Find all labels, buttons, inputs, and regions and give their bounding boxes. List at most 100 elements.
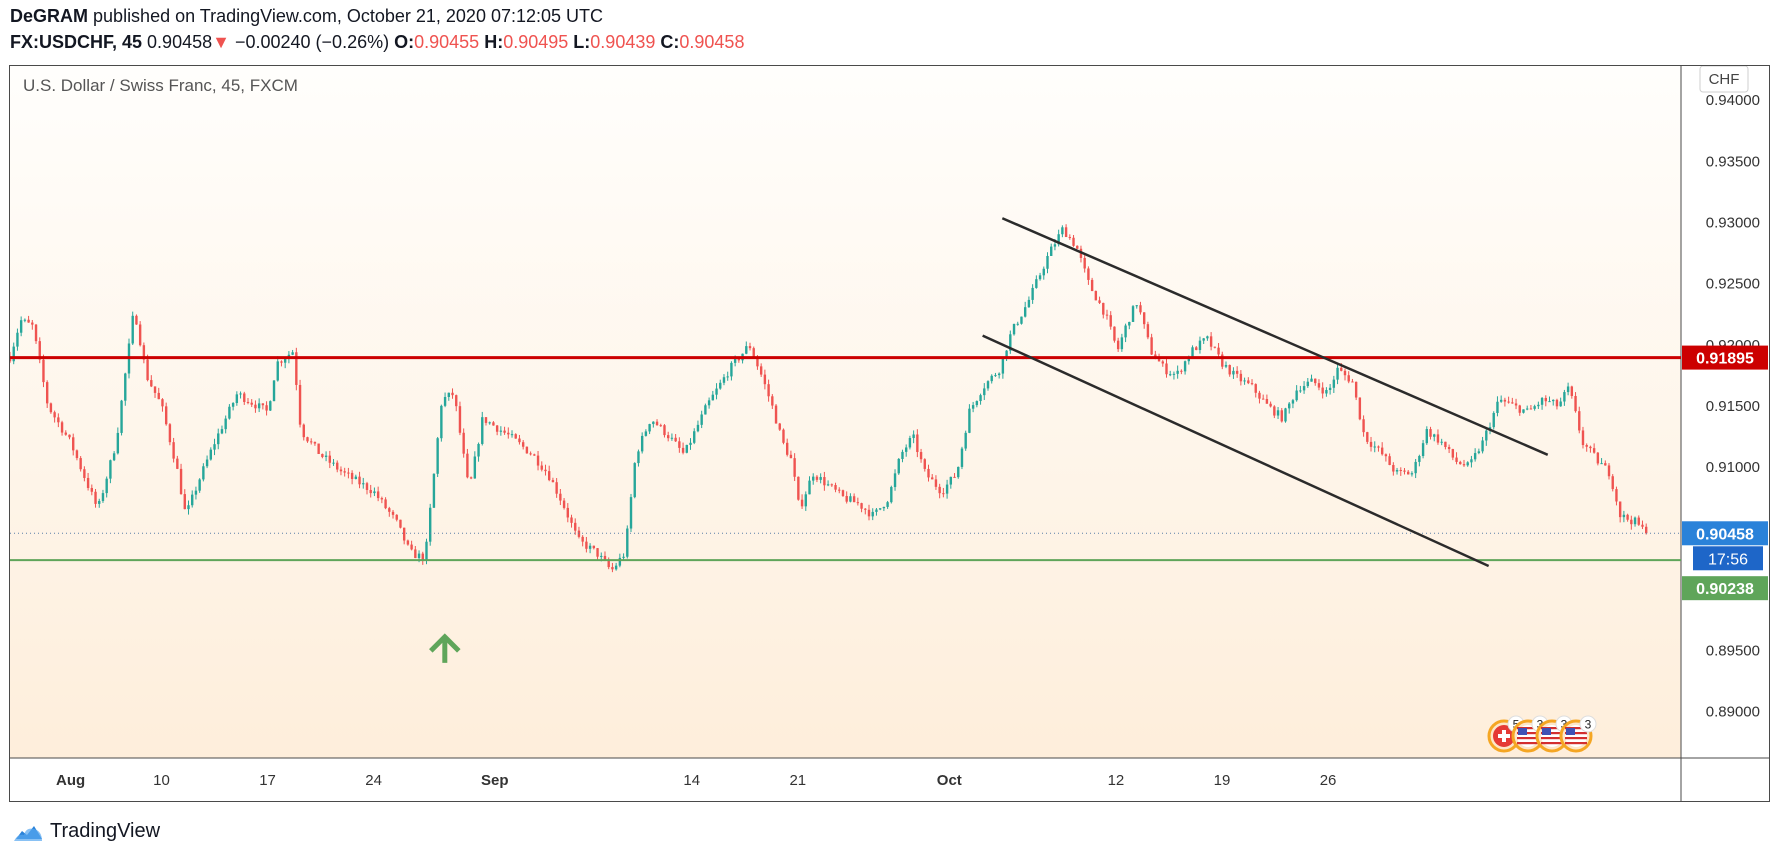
candle-body xyxy=(953,476,956,478)
candle-body xyxy=(1470,459,1473,463)
candle-body xyxy=(1031,287,1034,300)
candle-body xyxy=(826,484,830,486)
time-tick-label: 10 xyxy=(153,772,170,789)
candle-body xyxy=(131,315,134,344)
candle-body xyxy=(1038,275,1042,280)
candle-body xyxy=(1473,453,1477,460)
candle-body xyxy=(1407,471,1410,475)
candle-body xyxy=(1135,305,1138,307)
candle-body xyxy=(376,491,380,499)
candle-body xyxy=(1462,464,1466,466)
currency-badge[interactable] xyxy=(1699,66,1749,93)
candle-body xyxy=(488,422,491,424)
candle-body xyxy=(845,495,848,502)
time-axis[interactable]: Aug 10 17 24 Sep 14 21 Oct 12 19 26 xyxy=(56,772,1336,789)
flag-stripe xyxy=(1565,727,1587,730)
candle-body xyxy=(1128,321,1131,326)
high-value: 0.90495 xyxy=(503,32,569,52)
candle-body xyxy=(864,508,867,510)
candle-body xyxy=(477,443,480,457)
publish-info: DeGRAM published on TradingView.com, Oct… xyxy=(10,6,603,27)
candle-body xyxy=(875,509,878,512)
candle-body xyxy=(83,469,86,478)
candlestick-chart[interactable]: U.S. Dollar / Swiss Franc, 45, FXCM CHF … xyxy=(10,66,1769,801)
candle-body xyxy=(19,320,23,333)
candle-body xyxy=(1195,347,1198,351)
candle-body xyxy=(1366,432,1369,442)
candle-body xyxy=(198,479,201,491)
flag-stripe xyxy=(1517,732,1539,735)
flag-canton xyxy=(1542,728,1551,735)
candle-body xyxy=(161,399,164,407)
candle-body xyxy=(462,432,465,454)
candle-body xyxy=(1012,323,1016,335)
candle-body xyxy=(1395,470,1399,472)
candle-body xyxy=(1083,257,1086,269)
candle-body xyxy=(1325,389,1328,394)
support-price-label: 0.90238 xyxy=(1696,581,1754,598)
candle-body xyxy=(49,403,53,413)
candle-body xyxy=(1477,451,1481,454)
candle-body xyxy=(1410,473,1414,475)
candle-body xyxy=(1533,406,1536,409)
candle-body xyxy=(1314,378,1317,384)
candle-body xyxy=(1288,403,1291,409)
tradingview-logo[interactable]: TradingView xyxy=(12,820,160,843)
candle-body xyxy=(1589,446,1592,449)
candle-body xyxy=(834,485,837,490)
candle-body xyxy=(1503,399,1507,402)
candle-body xyxy=(339,469,343,472)
candle-body xyxy=(72,437,75,451)
candle-body xyxy=(1094,291,1098,301)
candle-body xyxy=(313,441,317,444)
candle-body xyxy=(481,417,484,444)
flag-stripe xyxy=(1517,727,1539,730)
candle-body xyxy=(336,462,339,470)
candle-body xyxy=(551,480,555,483)
candle-body xyxy=(1604,463,1607,466)
candle-body xyxy=(205,459,209,467)
candle-body xyxy=(27,319,30,323)
candle-body xyxy=(867,509,871,517)
candle-body xyxy=(1455,457,1458,462)
candle-body xyxy=(1198,340,1202,351)
candle-body xyxy=(759,366,763,375)
candle-body xyxy=(1228,365,1231,375)
candle-body xyxy=(388,508,391,512)
candle-body xyxy=(187,505,190,510)
candle-body xyxy=(1247,380,1250,384)
candle-body xyxy=(116,432,120,454)
candle-body xyxy=(1302,386,1306,391)
candle-body xyxy=(455,395,458,407)
candle-body xyxy=(693,431,696,443)
candle-body xyxy=(23,319,27,321)
candle-body xyxy=(596,548,599,557)
candle-body xyxy=(298,384,302,425)
author-name[interactable]: DeGRAM xyxy=(10,6,89,26)
candle-body xyxy=(1440,441,1443,443)
price-tick-label: 0.94000 xyxy=(1706,92,1760,109)
candle-body xyxy=(246,401,250,403)
candle-body xyxy=(1526,408,1529,410)
candle-body xyxy=(1429,429,1432,437)
candle-body xyxy=(1511,402,1514,404)
candle-body xyxy=(748,346,752,349)
candle-body xyxy=(421,553,424,561)
candle-body xyxy=(726,376,729,378)
candle-body xyxy=(1570,386,1574,396)
candle-body xyxy=(1016,323,1019,325)
candle-body xyxy=(451,392,454,396)
candle-body xyxy=(373,491,376,494)
candle-body xyxy=(350,472,354,479)
candle-body xyxy=(763,374,767,385)
price-tick-label: 0.91500 xyxy=(1706,398,1760,415)
candle-body xyxy=(1169,374,1172,376)
candle-body xyxy=(752,348,755,358)
candle-body xyxy=(622,556,625,558)
candle-body xyxy=(882,506,886,509)
events-group[interactable]: 5 3 3 3 xyxy=(1487,715,1597,753)
candle-body xyxy=(1369,441,1373,447)
currency-label: CHF xyxy=(1709,71,1740,88)
candle-body xyxy=(1552,399,1555,402)
candle-body xyxy=(1180,370,1183,372)
